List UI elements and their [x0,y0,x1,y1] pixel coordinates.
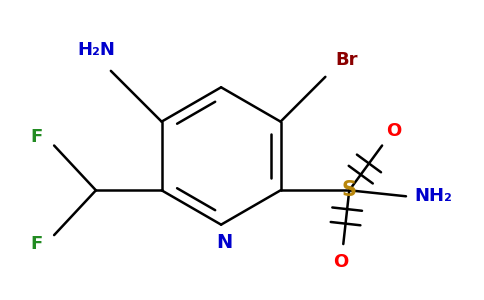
Text: N: N [216,233,232,252]
Text: O: O [333,253,348,271]
Text: S: S [342,180,357,200]
Text: F: F [30,128,42,146]
Text: F: F [30,235,42,253]
Text: Br: Br [335,51,358,69]
Text: H₂N: H₂N [77,41,115,59]
Text: O: O [386,122,402,140]
Text: NH₂: NH₂ [414,187,452,205]
